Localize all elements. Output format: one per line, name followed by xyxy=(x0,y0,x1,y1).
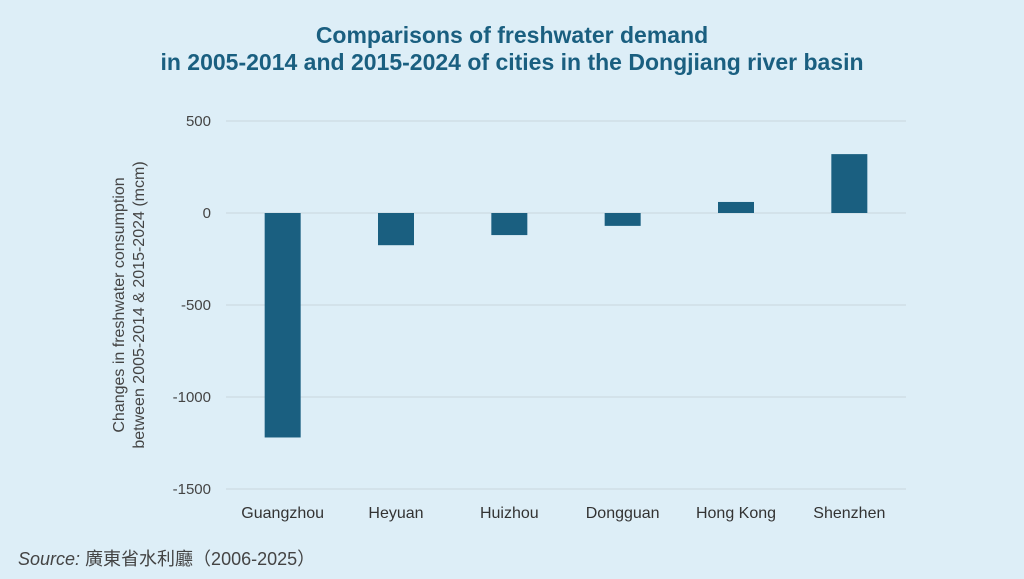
source-label: Source: xyxy=(18,549,81,569)
y-tick-labels: 500 0 -500 -1000 -1500 xyxy=(173,113,211,498)
x-tick-labels: Guangzhou Heyuan Huizhou Dongguan Hong Kong S… xyxy=(241,505,885,522)
y-axis-label-line-2: between 2005-2014 & 2015-2024 (mcm) xyxy=(131,161,148,448)
bar-heyuan xyxy=(378,213,414,246)
gridlines xyxy=(226,120,906,490)
y-tick-label: -1500 xyxy=(173,481,211,498)
chart-title-line-2: in 2005-2014 and 2015-2024 of cities in … xyxy=(160,49,864,75)
x-tick-label: Hong Kong xyxy=(696,505,776,522)
y-tick-label: 500 xyxy=(186,113,211,130)
x-tick-label: Heyuan xyxy=(368,505,423,522)
x-tick-label: Shenzhen xyxy=(813,505,885,522)
y-axis-label-line-1: Changes in freshwater consumption xyxy=(111,177,128,432)
chart-title-line-1: Comparisons of freshwater demand xyxy=(315,22,709,48)
y-axis-label: Changes in freshwater consumption betwee… xyxy=(111,161,148,448)
bars xyxy=(264,154,868,438)
bar-hong-kong xyxy=(718,201,754,213)
x-tick-label: Huizhou xyxy=(480,505,539,522)
x-tick-label: Dongguan xyxy=(586,505,660,522)
bar-huizhou xyxy=(491,213,528,236)
y-tick-label: -500 xyxy=(181,297,211,314)
bar-guangzhou xyxy=(264,213,301,438)
bar-dongguan xyxy=(604,213,641,226)
chart-title: Comparisons of freshwater demand in 2005… xyxy=(0,22,1024,76)
source-note: Source: 廣東省水利廳（2006-2025） xyxy=(18,545,315,571)
y-tick-label: 0 xyxy=(203,205,211,222)
x-tick-label: Guangzhou xyxy=(241,505,324,522)
bar-shenzhen xyxy=(831,154,868,213)
y-tick-label: -1000 xyxy=(173,389,211,406)
source-text: 廣東省水利廳（2006-2025） xyxy=(85,549,316,569)
